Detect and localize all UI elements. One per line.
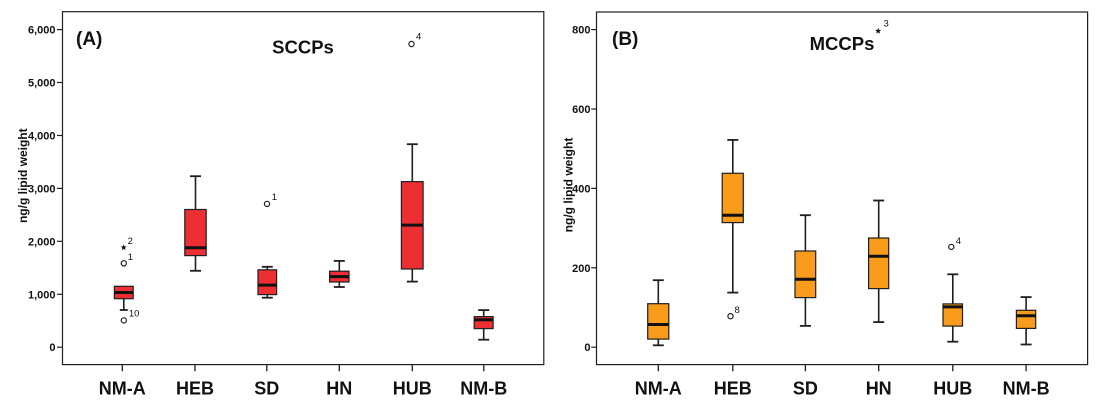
svg-text:8: 8 bbox=[735, 305, 740, 316]
svg-text:NM-B: NM-B bbox=[1003, 379, 1050, 399]
svg-text:3,000: 3,000 bbox=[28, 183, 56, 195]
svg-text:(A): (A) bbox=[76, 29, 102, 50]
svg-text:SD: SD bbox=[793, 379, 818, 399]
svg-text:HEB: HEB bbox=[176, 379, 214, 399]
svg-text:NM-A: NM-A bbox=[635, 379, 682, 399]
svg-text:1: 1 bbox=[128, 252, 133, 263]
svg-text:(B): (B) bbox=[612, 29, 638, 50]
svg-text:2,000: 2,000 bbox=[28, 236, 56, 248]
svg-text:HUB: HUB bbox=[933, 379, 972, 399]
svg-text:5,000: 5,000 bbox=[28, 78, 56, 90]
svg-text:10: 10 bbox=[129, 309, 140, 320]
svg-text:2: 2 bbox=[128, 236, 133, 247]
svg-text:4: 4 bbox=[956, 236, 961, 247]
svg-text:6,000: 6,000 bbox=[28, 25, 56, 37]
svg-text:SD: SD bbox=[254, 379, 279, 399]
svg-text:MCCPs: MCCPs bbox=[810, 33, 875, 54]
svg-text:HEB: HEB bbox=[714, 379, 752, 399]
svg-text:1: 1 bbox=[272, 192, 277, 203]
svg-text:3: 3 bbox=[884, 19, 889, 30]
svg-text:4: 4 bbox=[416, 32, 421, 43]
svg-text:SCCPs: SCCPs bbox=[272, 37, 334, 58]
svg-text:4,000: 4,000 bbox=[28, 131, 56, 143]
svg-text:ng/g lipid weight: ng/g lipid weight bbox=[562, 138, 576, 233]
svg-text:ng/g lipid weight: ng/g lipid weight bbox=[16, 128, 30, 223]
svg-text:HN: HN bbox=[326, 379, 352, 399]
svg-text:800: 800 bbox=[572, 25, 590, 37]
svg-text:NM-B: NM-B bbox=[460, 379, 507, 399]
svg-text:1,000: 1,000 bbox=[28, 289, 56, 301]
svg-text:0: 0 bbox=[584, 342, 590, 354]
svg-text:200: 200 bbox=[572, 263, 590, 275]
svg-text:HN: HN bbox=[866, 379, 892, 399]
svg-text:0: 0 bbox=[49, 342, 55, 354]
svg-text:NM-A: NM-A bbox=[99, 379, 146, 399]
svg-text:600: 600 bbox=[572, 104, 590, 116]
svg-text:400: 400 bbox=[572, 183, 590, 195]
svg-text:HUB: HUB bbox=[393, 379, 432, 399]
